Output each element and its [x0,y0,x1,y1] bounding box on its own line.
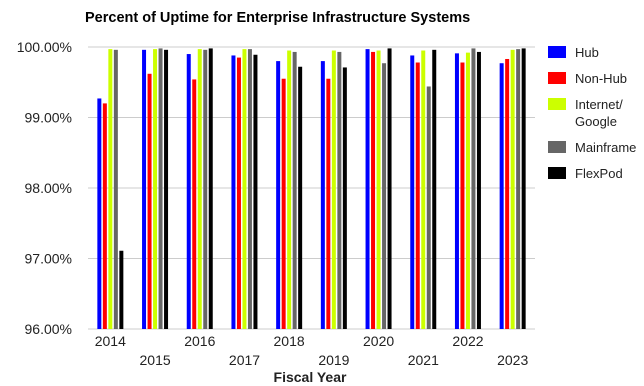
bar-hub-2023 [499,63,504,329]
bar-flexpod-2023 [521,48,526,329]
bar-mainframe-2016 [203,49,208,329]
bar-internet-google-2015 [153,49,158,330]
bars [97,48,526,330]
legend-label: Mainframe [575,140,636,155]
bar-mainframe-2020 [382,63,387,329]
bar-mainframe-2018 [292,51,297,330]
y-tick-label: 100.00% [17,39,72,55]
bar-internet-google-2023 [510,49,515,329]
x-tick-label: 2018 [274,333,305,349]
x-tick-label: 2021 [408,352,439,368]
bar-flexpod-2021 [432,49,437,329]
legend-label: FlexPod [575,166,623,181]
x-axis-title: Fiscal Year [274,369,347,385]
x-tick-label: 2020 [363,333,394,349]
bar-non-hub-2022 [460,62,465,329]
bar-flexpod-2017 [253,54,258,329]
bar-hub-2014 [97,98,102,329]
bar-hub-2020 [365,49,370,330]
bar-flexpod-2022 [476,51,481,330]
bar-internet-google-2014 [108,49,113,330]
bar-flexpod-2016 [208,48,213,329]
bar-flexpod-2019 [342,67,347,329]
bar-hub-2021 [410,55,415,330]
bar-non-hub-2023 [505,58,510,330]
x-tick-label: 2015 [140,352,171,368]
legend-swatch [548,46,566,58]
legend-swatch [548,72,566,84]
bar-non-hub-2016 [192,79,197,330]
bar-internet-google-2018 [287,50,292,330]
y-tick-label: 96.00% [25,321,72,337]
bar-non-hub-2021 [415,62,420,329]
legend-label: Non-Hub [575,71,627,86]
bar-hub-2015 [142,49,147,329]
bar-mainframe-2019 [337,51,342,330]
bar-hub-2019 [320,61,325,329]
bar-non-hub-2015 [147,73,152,329]
legend-swatch [548,167,566,179]
bar-internet-google-2022 [465,52,470,329]
x-tick-label: 2022 [452,333,483,349]
bar-internet-google-2021 [421,50,426,330]
bar-internet-google-2019 [331,50,336,330]
y-tick-label: 99.00% [25,110,72,126]
chart-title: Percent of Uptime for Enterprise Infrast… [85,10,470,26]
bar-internet-google-2017 [242,49,247,330]
x-tick-label: 2019 [318,352,349,368]
x-tick-label: 2017 [229,352,260,368]
bar-internet-google-2016 [197,49,202,330]
bar-hub-2022 [454,53,459,329]
y-tick-label: 98.00% [25,180,72,196]
bar-hub-2018 [276,61,281,329]
x-tick-label: 2016 [184,333,215,349]
legend-label: Internet/Google [575,97,623,129]
y-tick-label: 97.00% [25,251,72,267]
bar-flexpod-2018 [298,66,303,330]
bar-non-hub-2019 [326,78,331,329]
bar-hub-2016 [186,54,191,330]
bar-non-hub-2017 [236,57,241,329]
bar-non-hub-2020 [371,51,376,330]
x-tick-label: 2014 [95,333,126,349]
legend-swatch [548,141,566,153]
bar-mainframe-2017 [247,49,252,330]
legend-label: Hub [575,45,599,60]
legend-swatch [548,98,566,110]
x-axis-ticks: 2014 2015 2016 2017 2018 2019 2020 2021 2022 2023 [95,333,529,368]
bar-mainframe-2023 [516,49,521,330]
y-axis-ticks: 96.00% 97.00% 98.00% 99.00% 100.00% [17,39,72,337]
bar-flexpod-2020 [387,48,392,329]
bar-non-hub-2018 [281,78,286,329]
bar-flexpod-2014 [119,250,124,329]
x-tick-label: 2023 [497,352,528,368]
bar-flexpod-2015 [164,49,169,329]
bar-non-hub-2014 [102,103,107,330]
legend: Hub Non-Hub Internet/Google Mainframe FlexPo… [548,45,636,181]
bar-internet-google-2020 [376,50,381,330]
bar-mainframe-2022 [471,48,476,329]
bar-mainframe-2021 [426,86,431,329]
bar-mainframe-2015 [158,48,163,329]
bar-mainframe-2014 [113,49,118,329]
bar-hub-2017 [231,55,236,330]
